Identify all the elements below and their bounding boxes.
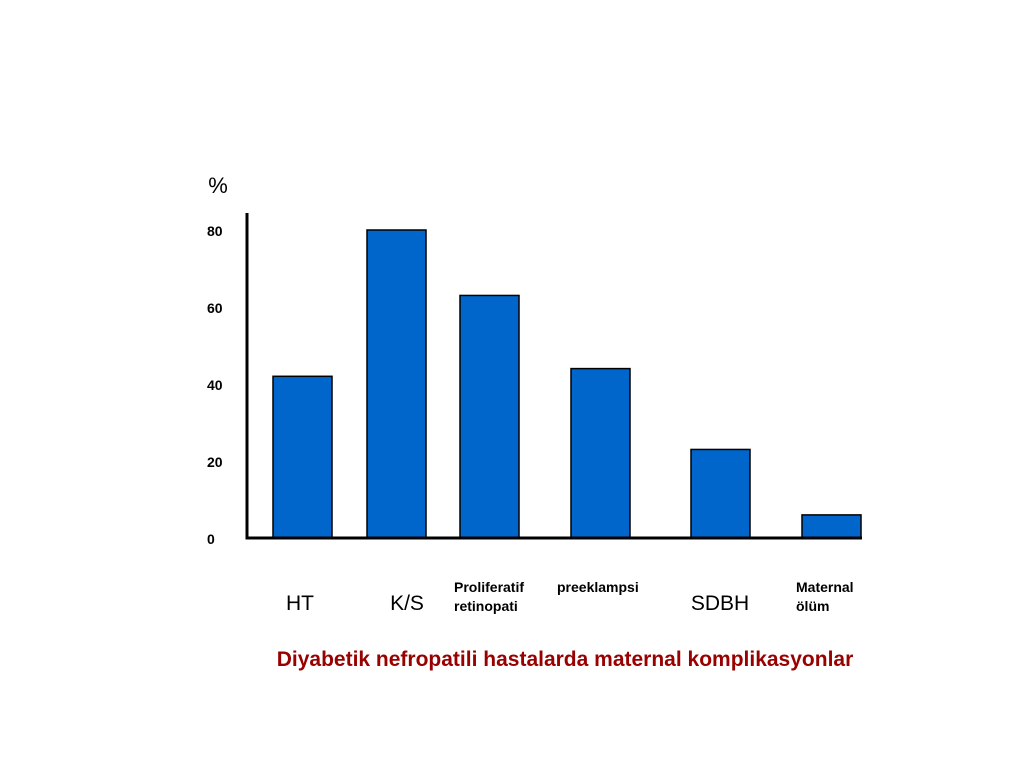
bar-preeklampsi — [570, 367, 631, 539]
x-tick-label: K/S — [390, 592, 424, 615]
y-tick-label: 20 — [207, 454, 223, 470]
bar-sdbh — [690, 448, 751, 539]
x-tick-label: Proliferatif retinopati — [454, 579, 524, 614]
x-tick-label: SDBH — [691, 592, 749, 615]
x-tick-label: Maternal ölüm — [796, 579, 854, 614]
bar-ks — [366, 229, 427, 539]
bar-maternal-ölüm — [801, 514, 862, 539]
x-tick-label: HT — [286, 592, 314, 615]
slide-caption: Diyabetik nefropatili hastalarda materna… — [276, 648, 854, 671]
bar-proliferatif-retinopati — [459, 294, 520, 539]
bar-ht — [272, 375, 333, 539]
y-tick-label: 40 — [207, 377, 223, 393]
y-tick-label: 0 — [207, 531, 215, 547]
y-axis-label: % — [208, 173, 228, 198]
y-tick-label: 60 — [207, 300, 223, 316]
x-tick-label: preeklampsi — [557, 579, 639, 595]
y-tick-label: 80 — [207, 223, 223, 239]
